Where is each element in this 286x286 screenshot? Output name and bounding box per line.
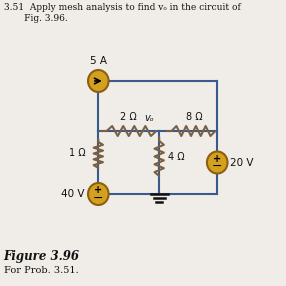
Text: 4 Ω: 4 Ω bbox=[168, 152, 184, 162]
Circle shape bbox=[88, 183, 109, 205]
Text: 5 A: 5 A bbox=[90, 56, 107, 66]
Text: 40 V: 40 V bbox=[61, 189, 84, 199]
Text: Fig. 3.96.: Fig. 3.96. bbox=[4, 14, 67, 23]
Text: 3.51  Apply mesh analysis to find vₒ in the circuit of: 3.51 Apply mesh analysis to find vₒ in t… bbox=[4, 3, 241, 12]
Text: 20 V: 20 V bbox=[230, 158, 254, 168]
Text: 1 Ω: 1 Ω bbox=[69, 148, 85, 158]
Text: −: − bbox=[93, 192, 104, 205]
Text: For Prob. 3.51.: For Prob. 3.51. bbox=[4, 266, 78, 275]
Text: −: − bbox=[212, 160, 223, 173]
Text: 2 Ω: 2 Ω bbox=[120, 112, 137, 122]
Text: +: + bbox=[213, 154, 221, 164]
Text: 8 Ω: 8 Ω bbox=[186, 112, 202, 122]
Text: Figure 3.96: Figure 3.96 bbox=[4, 250, 80, 263]
Text: +: + bbox=[94, 186, 102, 195]
Circle shape bbox=[88, 70, 109, 92]
Text: vₒ: vₒ bbox=[145, 113, 154, 123]
Circle shape bbox=[207, 152, 228, 174]
